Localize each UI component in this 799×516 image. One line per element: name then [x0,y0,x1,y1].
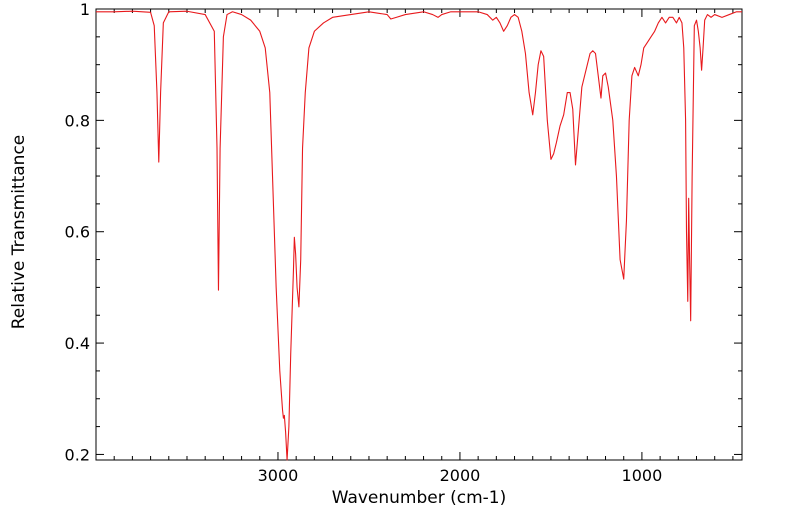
y-tick-label: 1 [80,0,90,19]
y-axis-tick-labels: 0.2 0.4 0.6 0.8 1 [65,0,90,464]
x-axis-title: Wavenumber (cm-1) [332,488,507,508]
x-tick-label: 2000 [440,466,481,485]
y-tick-label: 0.6 [65,223,90,242]
y-axis-title: Relative Transmittance [9,135,29,330]
spectrum-line [96,10,742,461]
x-axis-ticks [95,9,734,460]
series-group [96,10,742,461]
y-axis-ticks [96,8,742,455]
y-tick-label: 0.2 [65,445,90,464]
y-tick-label: 0.4 [65,334,90,353]
x-axis-tick-labels: 3000 2000 1000 [258,466,663,485]
x-tick-label: 1000 [622,466,663,485]
y-tick-label: 0.8 [65,111,90,130]
x-tick-label: 3000 [258,466,299,485]
plot-area [95,8,743,461]
plot-frame [95,8,743,461]
